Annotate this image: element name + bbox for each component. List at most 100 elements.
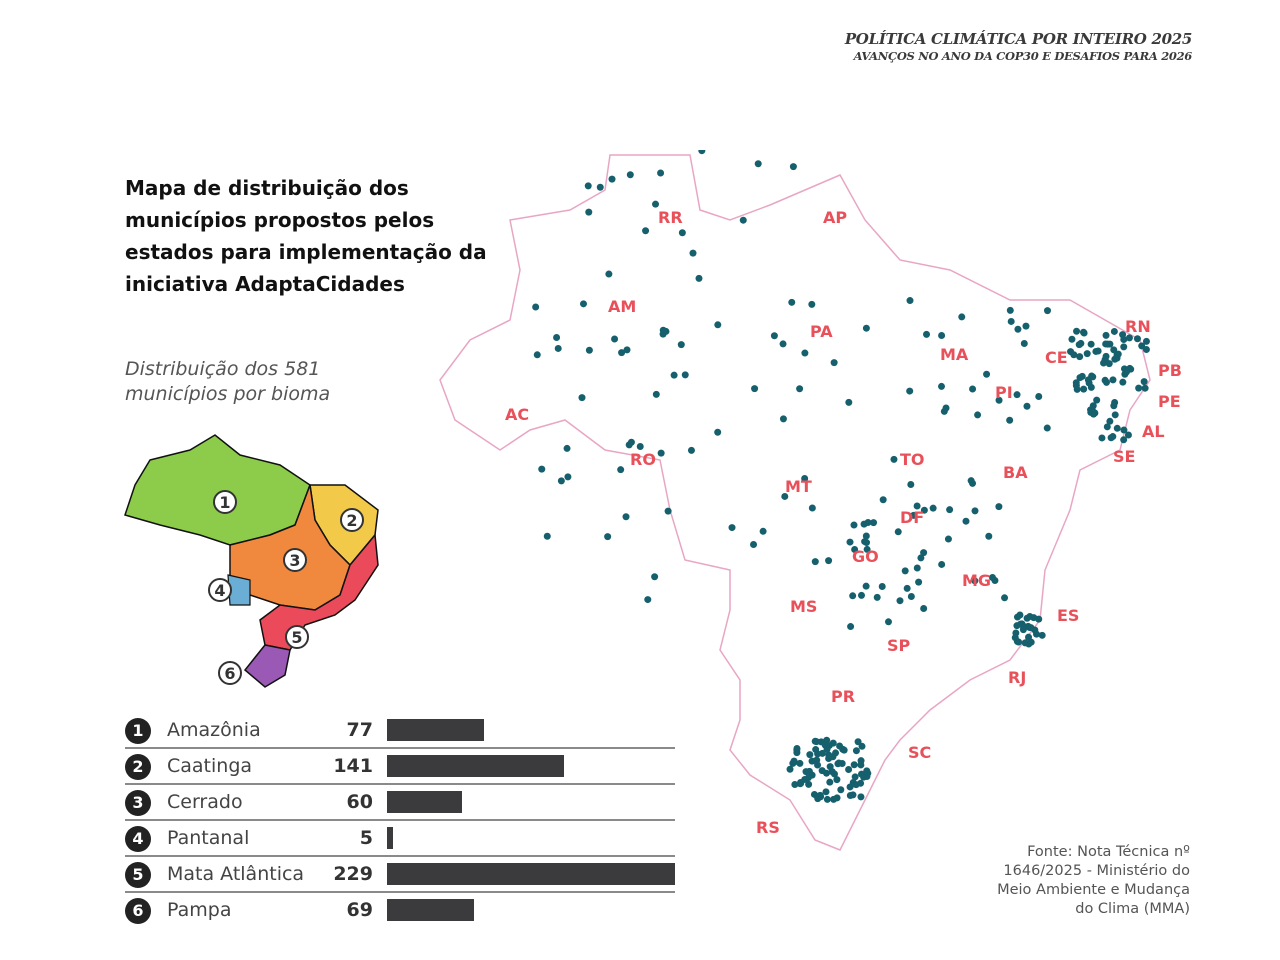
- municipality-dot: [626, 171, 634, 179]
- municipality-dot: [585, 208, 593, 216]
- municipality-dot: [896, 597, 904, 605]
- state-label-ac: AC: [505, 405, 530, 424]
- biome-bar: [387, 791, 463, 813]
- state-label-es: ES: [1057, 606, 1080, 625]
- municipality-dot: [857, 591, 865, 599]
- biome-number-badge: 1: [125, 718, 151, 744]
- source-note: Fonte: Nota Técnica nº 1646/2025 - Minis…: [950, 843, 1190, 919]
- biome-value: 141: [333, 755, 373, 777]
- municipality-dot: [942, 404, 950, 412]
- municipality-dot: [840, 746, 848, 754]
- municipality-dot: [1120, 426, 1128, 434]
- municipality-dot: [623, 346, 631, 354]
- municipality-dot: [1014, 325, 1022, 333]
- municipality-dot: [906, 387, 914, 395]
- biome-marker: [340, 508, 364, 532]
- municipality-dot: [1038, 631, 1046, 639]
- municipality-dot: [750, 540, 758, 548]
- biome-name: Amazônia: [167, 719, 261, 741]
- municipality-dot: [779, 340, 787, 348]
- state-label-ba: BA: [1003, 463, 1028, 482]
- source-line: 1646/2025 - Ministério do: [1003, 863, 1190, 879]
- municipality-dot: [1110, 346, 1118, 354]
- state-label-ro: RO: [630, 450, 656, 469]
- municipality-dot: [1092, 347, 1100, 355]
- municipality-dot: [846, 538, 854, 546]
- municipality-dot: [1090, 410, 1098, 418]
- municipality-dot: [806, 751, 814, 759]
- biome-value: 229: [333, 863, 373, 885]
- figure-title: Mapa de distribuição dos municípios prop…: [125, 176, 487, 296]
- state-label-sp: SP: [887, 636, 911, 655]
- municipality-dot: [1103, 378, 1111, 386]
- state-label-pi: PI: [995, 383, 1013, 402]
- municipality-dot: [884, 618, 892, 626]
- biome-value: 5: [359, 827, 373, 849]
- municipality-dot: [1089, 402, 1097, 410]
- municipality-dot: [1087, 340, 1095, 348]
- municipality-dot: [851, 546, 859, 554]
- state-label-rj: RJ: [1008, 668, 1027, 687]
- municipality-dot: [920, 506, 928, 514]
- municipality-dot: [781, 492, 789, 500]
- chart-subtitle-line1: Distribuição dos 581: [125, 358, 321, 380]
- municipality-dot: [825, 742, 833, 750]
- municipality-dot: [822, 769, 830, 777]
- state-label-pe: PE: [1158, 392, 1181, 411]
- municipality-dot: [1001, 594, 1009, 602]
- municipality-dot: [1006, 416, 1014, 424]
- municipality-dot: [796, 759, 804, 767]
- municipality-dot: [563, 444, 571, 452]
- biome-marker: [213, 490, 237, 514]
- municipality-dot: [585, 346, 593, 354]
- bar-row: 2 Caatinga 141: [125, 749, 675, 785]
- biome-bar: [387, 755, 565, 777]
- municipality-dot: [553, 333, 561, 341]
- municipality-dot: [779, 415, 787, 423]
- municipality-dot: [929, 504, 937, 512]
- municipality-dot: [991, 577, 999, 585]
- municipality-dot: [1123, 368, 1131, 376]
- municipality-dot: [1102, 352, 1110, 360]
- municipality-dot: [938, 382, 946, 390]
- municipality-dot: [808, 300, 816, 308]
- municipality-dot: [789, 163, 797, 171]
- municipality-dot: [823, 736, 831, 744]
- municipality-dot: [879, 496, 887, 504]
- municipality-dot: [557, 477, 565, 485]
- municipality-dot: [1073, 385, 1081, 393]
- municipality-dot: [944, 535, 952, 543]
- state-label-ms: MS: [790, 597, 818, 616]
- municipality-dot: [862, 532, 870, 540]
- municipality-dot: [835, 759, 843, 767]
- biome-name: Caatinga: [167, 755, 253, 777]
- municipality-dot: [958, 313, 966, 321]
- state-label-am: AM: [608, 297, 637, 316]
- municipality-dot: [833, 776, 841, 784]
- municipality-dot: [808, 504, 816, 512]
- municipality-dot: [850, 521, 858, 529]
- biome-bar: [387, 719, 484, 741]
- municipality-dot: [796, 385, 804, 393]
- municipality-dot: [822, 788, 830, 796]
- municipality-dot: [801, 349, 809, 357]
- biome-number-badge: 5: [125, 862, 151, 888]
- municipality-dot: [652, 200, 660, 208]
- municipality-dot: [995, 396, 1003, 404]
- municipality-dot: [974, 411, 982, 419]
- bar-row: 3 Cerrado 60: [125, 785, 675, 821]
- municipality-dot: [1103, 423, 1111, 431]
- municipality-dot: [938, 331, 946, 339]
- municipality-dot: [543, 532, 551, 540]
- biome-marker-label: 6: [224, 664, 235, 683]
- municipality-dot: [946, 506, 954, 514]
- municipality-dot: [1079, 328, 1087, 336]
- municipality-dot: [1104, 340, 1112, 348]
- municipality-dot: [642, 227, 650, 235]
- municipality-dot: [913, 502, 921, 510]
- municipality-dot: [1142, 337, 1150, 345]
- municipality-dot: [1098, 434, 1106, 442]
- municipality-dot: [618, 349, 626, 357]
- brazil-outline: [439, 150, 1151, 851]
- municipality-dot: [923, 330, 931, 338]
